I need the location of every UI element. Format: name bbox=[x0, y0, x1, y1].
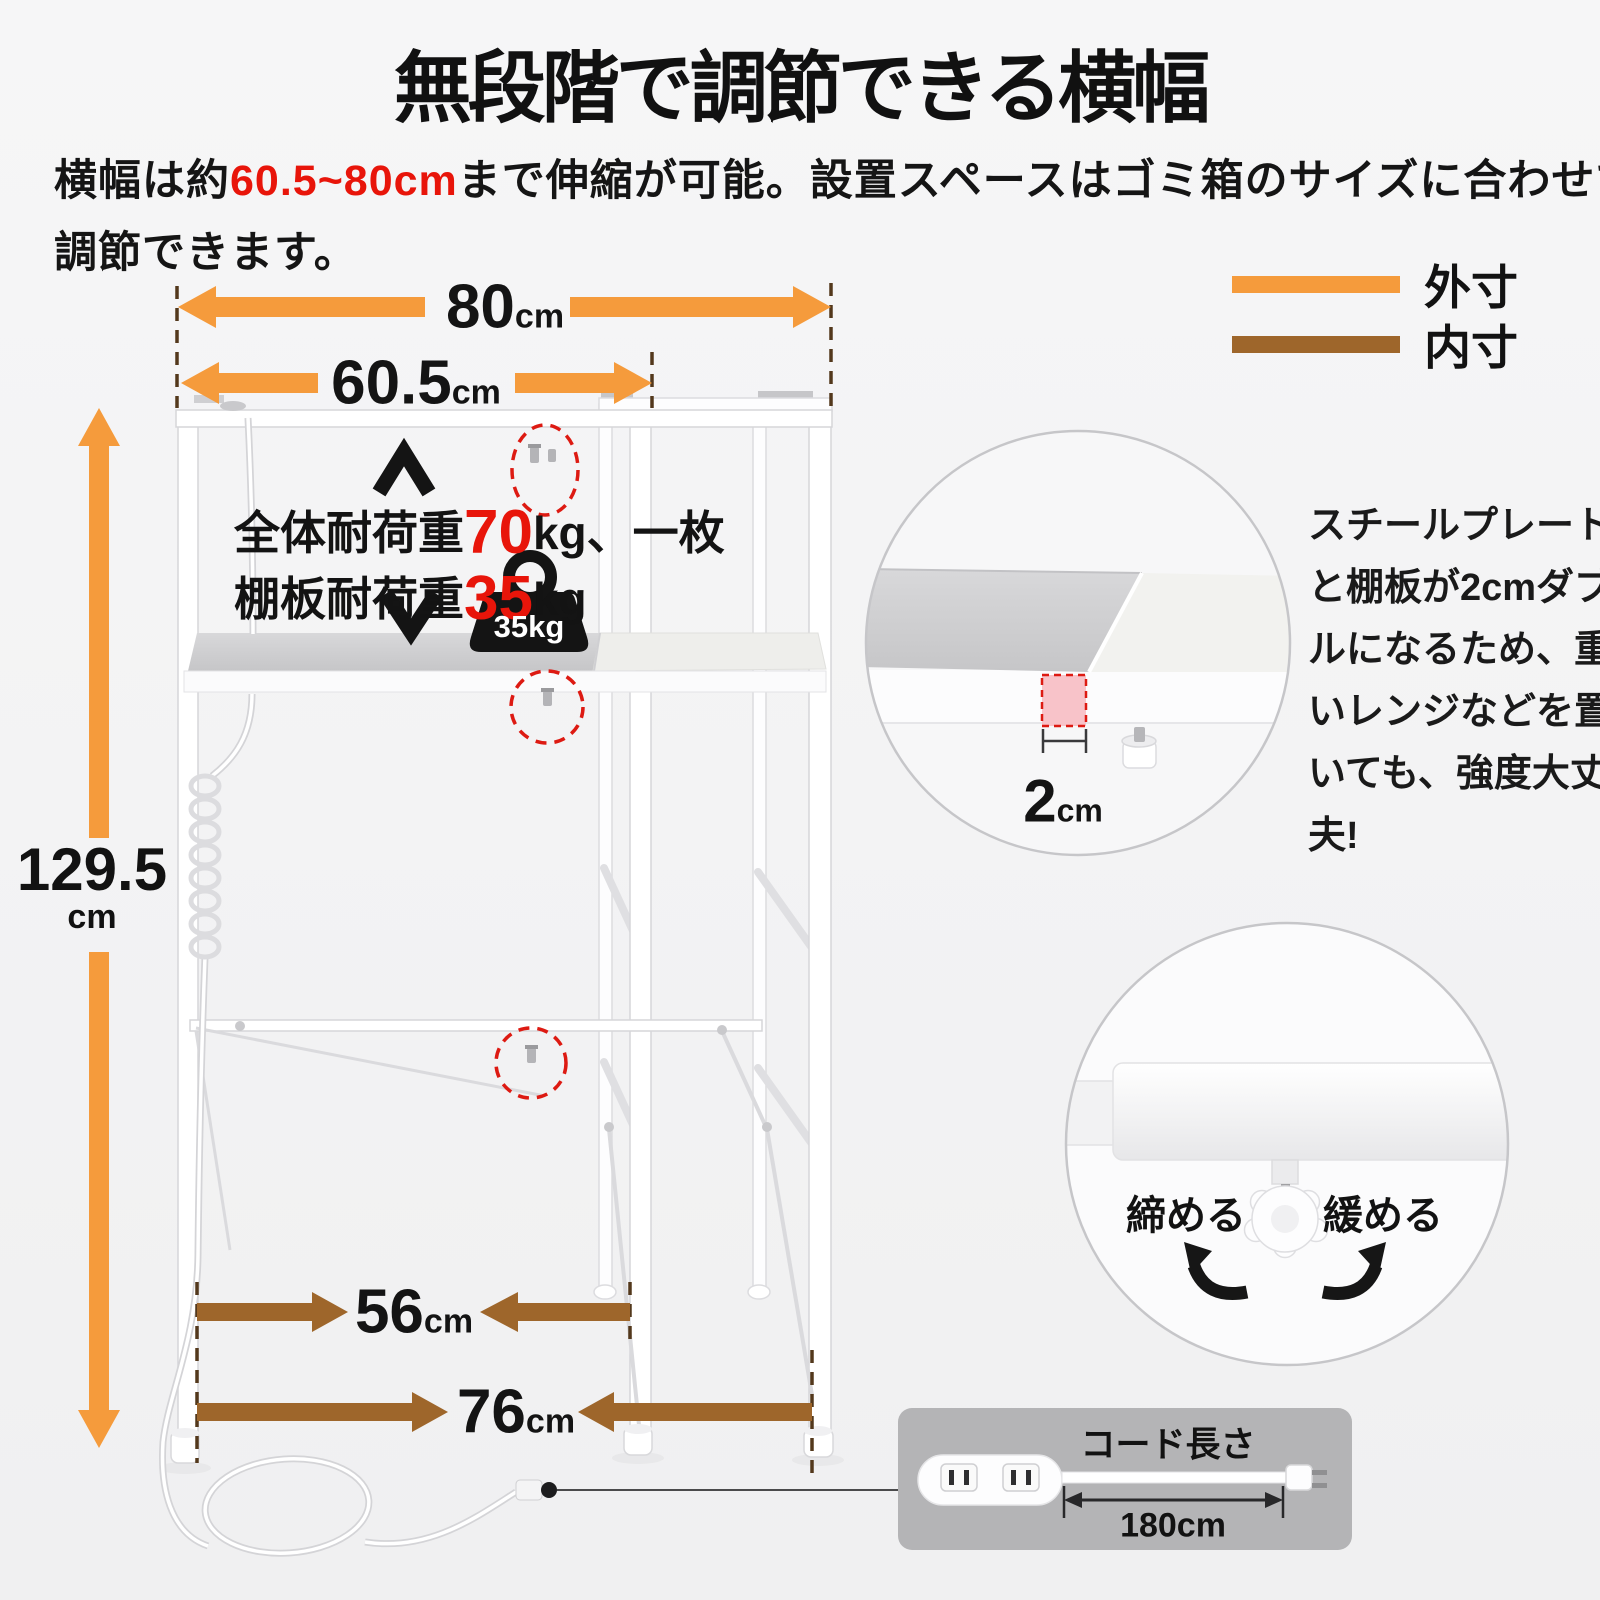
inner-leg-span-label: 56cm bbox=[354, 1277, 474, 1347]
lower-crossbar bbox=[189, 1019, 763, 1032]
rack-structure bbox=[159, 391, 901, 1557]
legend-outer-bar bbox=[1232, 276, 1400, 293]
shelf-callout-text: と棚板が2cmダブ bbox=[1308, 567, 1600, 609]
legend-inner-label: 内寸 bbox=[1424, 321, 1518, 374]
screw-highlight-circles bbox=[494, 423, 585, 1100]
cord-length-title: コード長さ bbox=[1080, 1425, 1256, 1465]
page-title: 無段階で調節できる横幅 bbox=[393, 44, 1210, 132]
load-line2: 棚板耐荷重35kg bbox=[234, 564, 587, 633]
shelf-detail-callout bbox=[864, 429, 1292, 857]
tighten-label: 締める bbox=[1126, 1194, 1246, 1238]
shelf-callout-text: いレンジなどを置 bbox=[1308, 691, 1600, 733]
subtitle-prefix: 横幅は約 bbox=[54, 157, 230, 205]
knob-callout bbox=[1064, 921, 1510, 1367]
load-capacity-text: 全体耐荷重70kg、一枚 棚板耐荷重35kg bbox=[234, 500, 725, 632]
dashed-guides bbox=[175, 283, 833, 1473]
shelf-callout-text: 夫! bbox=[1308, 815, 1359, 857]
outlet-icon bbox=[940, 1463, 978, 1492]
screws bbox=[525, 444, 556, 1063]
plug-icon bbox=[1285, 1464, 1313, 1491]
legend-inner-bar bbox=[1232, 336, 1400, 353]
legend-outer-label: 外寸 bbox=[1424, 261, 1518, 314]
power-strip-panel bbox=[898, 1408, 1352, 1550]
rotate-arrows bbox=[1184, 1242, 1386, 1300]
steel-plate bbox=[866, 569, 1142, 672]
cord-line bbox=[1061, 1471, 1289, 1484]
inner-width-label: 60.5cm bbox=[331, 348, 501, 418]
outer-pipe bbox=[1112, 1062, 1508, 1161]
weight-badge-label: 35kg bbox=[493, 609, 565, 644]
thickness-bracket bbox=[1041, 729, 1088, 753]
height-label: 129.5 cm bbox=[16, 836, 168, 936]
ext-top-bar bbox=[598, 397, 833, 412]
cord-length-value: 180cm bbox=[1120, 1506, 1226, 1545]
outer-width-label: 80cm bbox=[445, 272, 565, 342]
mini-knob-icon bbox=[1134, 727, 1145, 742]
cord-coil bbox=[188, 773, 222, 960]
subtitle-line1: 横幅は約60.5~80cmまで伸縮が可能。設置スペースはゴミ箱のサイズに合わせて bbox=[54, 146, 1600, 208]
load-line1: 全体耐荷重70kg、一枚 bbox=[234, 498, 725, 567]
ext-back-post bbox=[752, 398, 767, 1293]
power-strip bbox=[917, 1454, 1063, 1506]
subtitle-line2: 調節できます。 bbox=[54, 229, 358, 277]
ext-right-post bbox=[808, 398, 832, 1443]
subtitle-range: 60.5~80cm bbox=[230, 157, 458, 205]
loosen-label: 緩める bbox=[1323, 1194, 1443, 1238]
main-top-bar bbox=[175, 409, 833, 428]
adjust-knob bbox=[1243, 1185, 1329, 1259]
shelf-callout-text: スチールプレート bbox=[1308, 505, 1600, 547]
cord-plug bbox=[515, 1479, 543, 1501]
shelf-front-edge bbox=[183, 670, 827, 693]
chevron-up-icon bbox=[372, 437, 436, 497]
outer-dimension-arrows bbox=[78, 286, 831, 1448]
outer-leg-span-label: 76cm bbox=[456, 1377, 576, 1447]
power-cord bbox=[159, 417, 518, 1557]
feet bbox=[170, 1424, 834, 1464]
shelf-top-extension bbox=[592, 632, 827, 672]
weight-icon bbox=[469, 550, 589, 652]
subtitle-suffix: まで伸縮が可能。設置スペースはゴミ箱のサイズに合わせて bbox=[457, 157, 1600, 205]
shelf-board bbox=[1089, 573, 1290, 672]
cord-length-arrow bbox=[1062, 1486, 1285, 1518]
thickness-label: 2cm bbox=[1023, 767, 1103, 835]
chevron-down-icon bbox=[379, 589, 443, 646]
thickness-highlight bbox=[1040, 673, 1088, 728]
diagonal-braces bbox=[194, 1026, 814, 1436]
outlet-icon bbox=[1002, 1463, 1040, 1492]
shelf-callout-text: いても、強度大丈 bbox=[1308, 753, 1600, 795]
inner-dimension-arrows bbox=[197, 1292, 812, 1432]
shelf-callout-text: ルになるため、重 bbox=[1308, 629, 1600, 671]
